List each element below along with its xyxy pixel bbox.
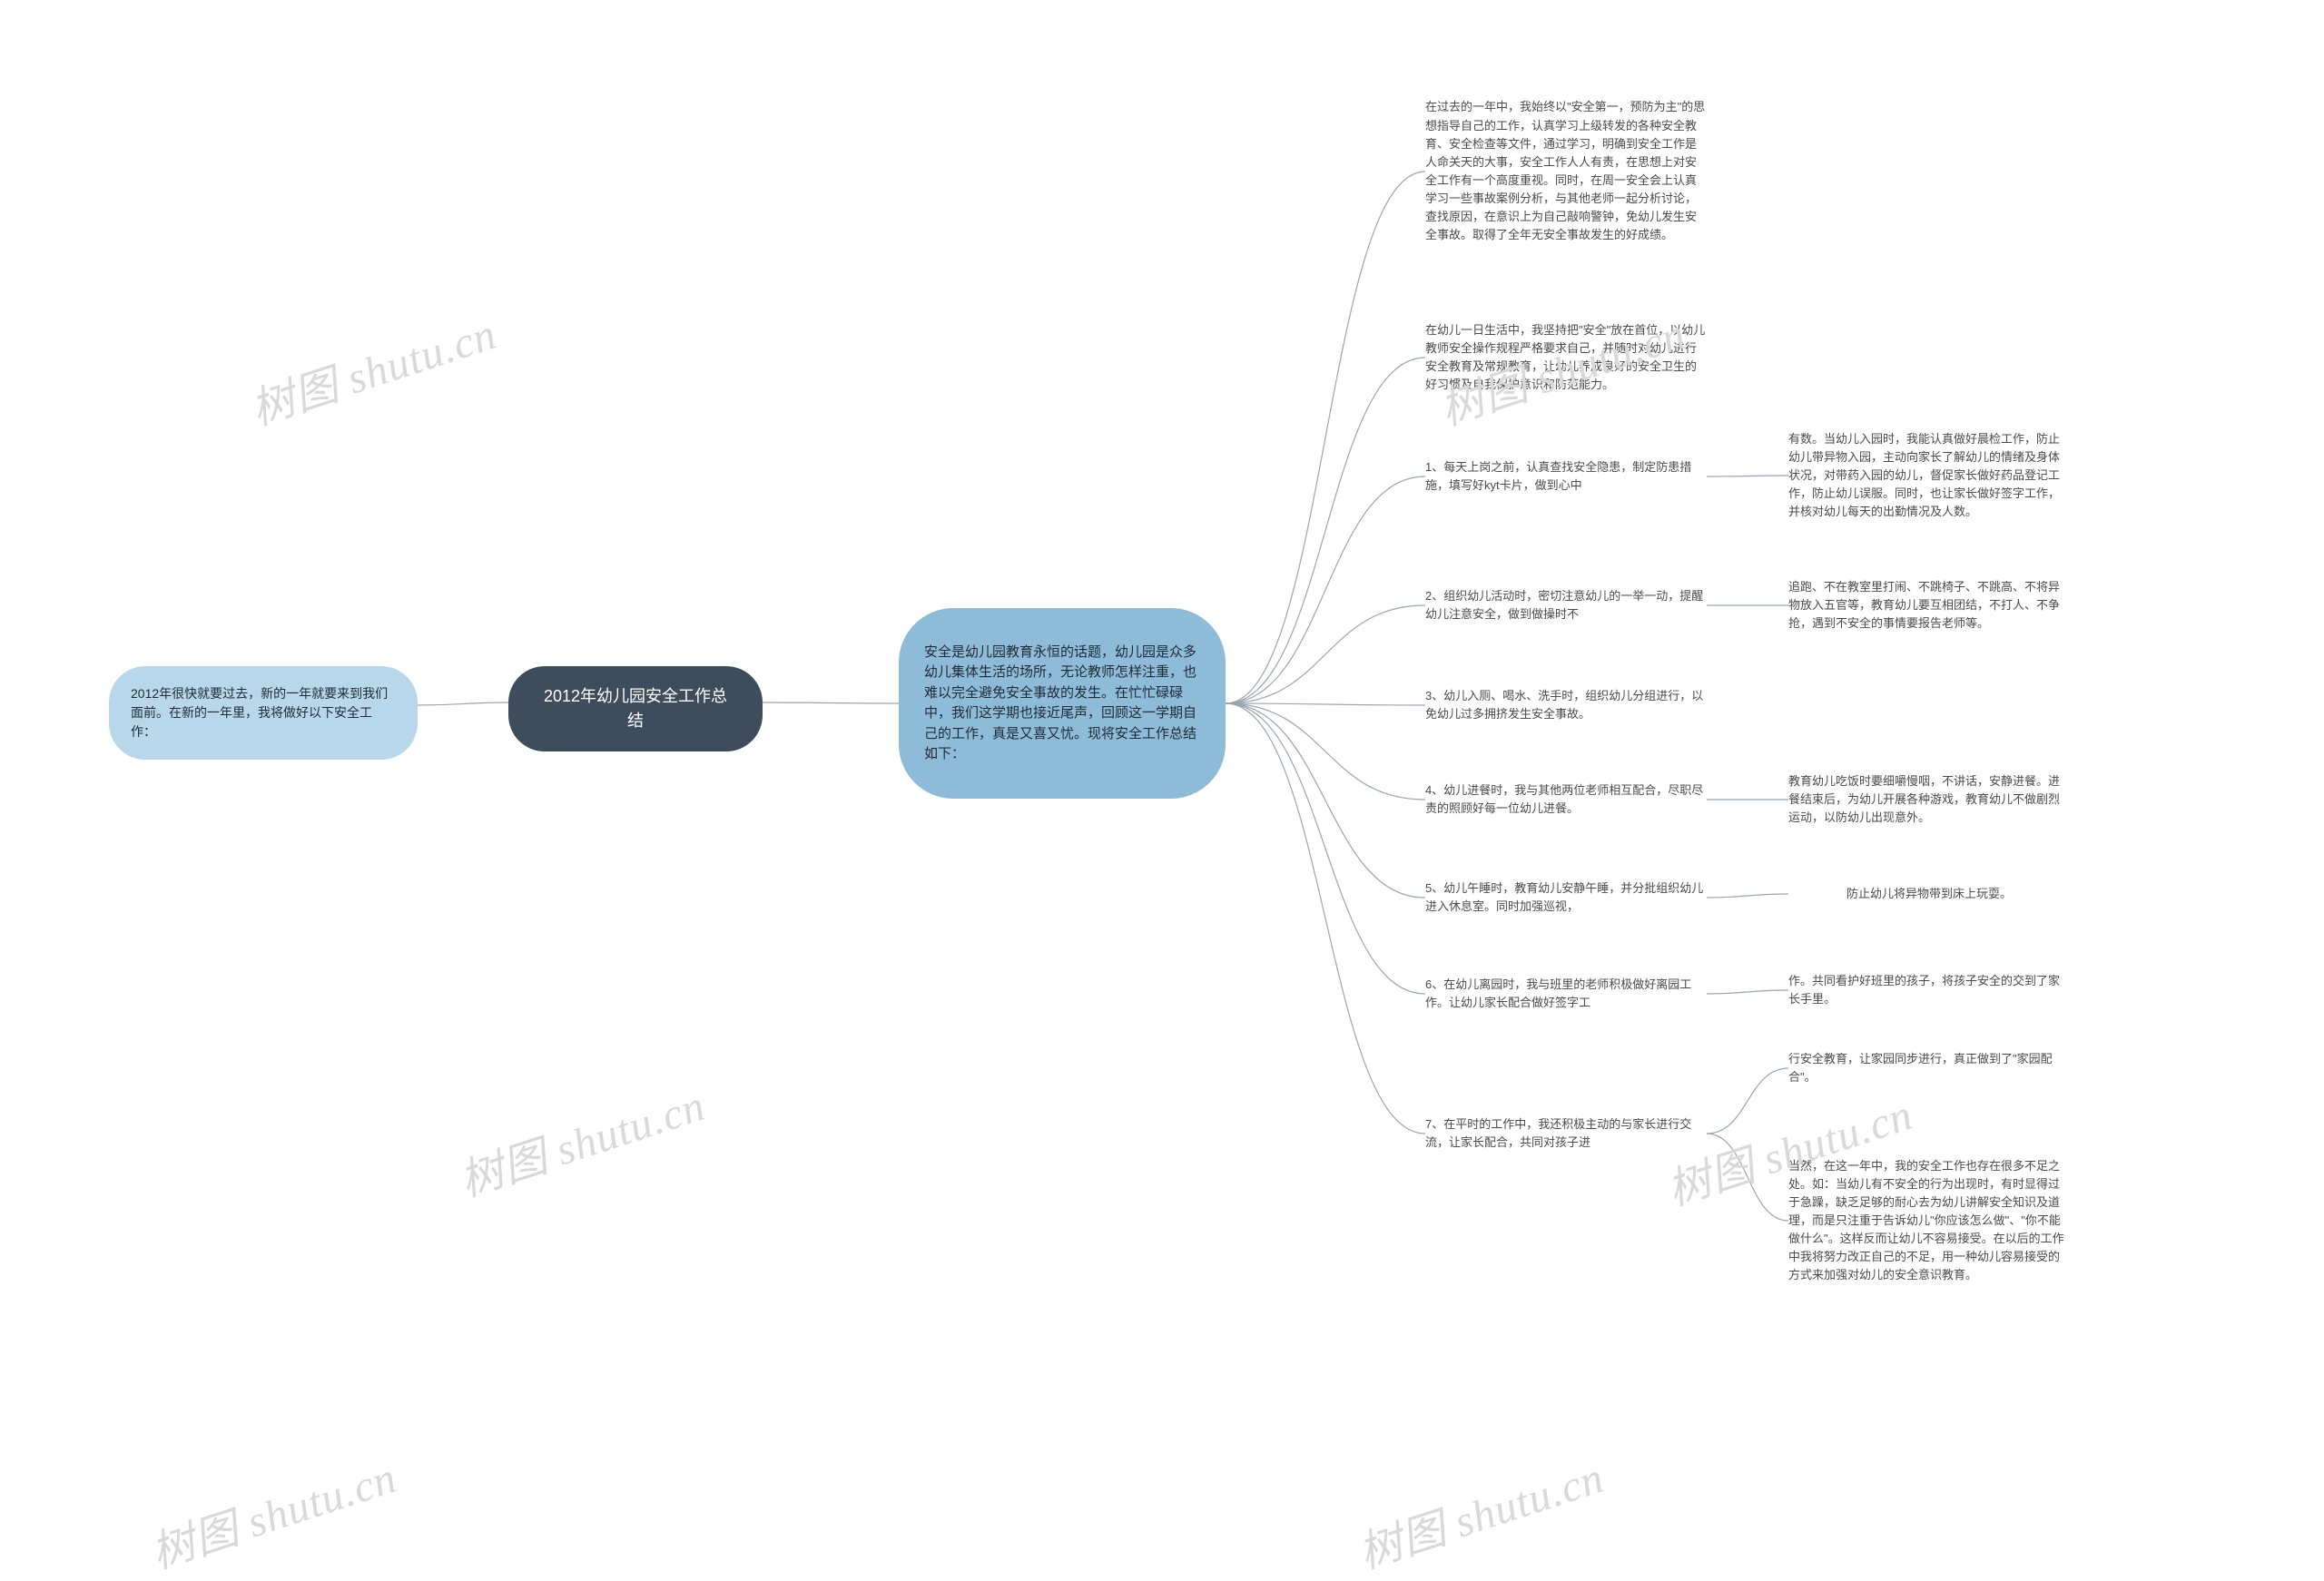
root-node: 2012年幼儿园安全工作总结 (508, 666, 763, 751)
level2-node: 4、幼儿进餐时，我与其他两位老师相互配合，尽职尽责的照顾好每一位幼儿进餐。 (1425, 775, 1707, 824)
level2-node: 5、幼儿午睡时，教育幼儿安静午睡，并分批组织幼儿进入休息室。同时加强巡视， (1425, 873, 1707, 922)
left-branch-node: 2012年很快就要过去，新的一年就要来到我们面前。在新的一年里，我将做好以下安全… (109, 666, 418, 760)
level2-node: 在过去的一年中，我始终以"安全第一，预防为主"的思想指导自己的工作，认真学习上级… (1425, 67, 1707, 276)
level2-node: 2、组织幼儿活动时，密切注意幼儿的一举一动，提醒幼儿注意安全，做到做操时不 (1425, 581, 1707, 630)
level2-text: 5、幼儿午睡时，教育幼儿安静午睡，并分批组织幼儿进入休息室。同时加强巡视， (1425, 879, 1707, 916)
level3-node: 作。共同看护好班里的孩子，将孩子安全的交到了家长手里。 (1788, 966, 2070, 1015)
level3-node: 追跑、不在教室里打闹、不跳椅子、不跳高、不将异物放入五官等，教育幼儿要互相团结，… (1788, 565, 2070, 646)
level3-text: 防止幼儿将异物带到床上玩耍。 (1846, 885, 2012, 903)
level2-node: 7、在平时的工作中，我还积极主动的与家长进行交流，让家长配合，共同对孩子进 (1425, 1109, 1707, 1158)
level2-text: 2、组织幼儿活动时，密切注意幼儿的一举一动，提醒幼儿注意安全，做到做操时不 (1425, 587, 1707, 624)
level2-text: 3、幼儿入厕、喝水、洗手时，组织幼儿分组进行，以免幼儿过多拥挤发生安全事故。 (1425, 687, 1707, 723)
level2-text: 在幼儿一日生活中，我坚持把"安全"放在首位，以幼儿教师安全操作规程严格要求自己，… (1425, 321, 1707, 395)
left-branch-text: 2012年很快就要过去，新的一年就要来到我们面前。在新的一年里，我将做好以下安全… (131, 684, 396, 741)
level2-node: 在幼儿一日生活中，我坚持把"安全"放在首位，以幼儿教师安全操作规程严格要求自己，… (1425, 303, 1707, 412)
level2-node: 3、幼儿入厕、喝水、洗手时，组织幼儿分组进行，以免幼儿过多拥挤发生安全事故。 (1425, 681, 1707, 730)
level3-text: 行安全教育，让家园同步进行，真正做到了"家园配合"。 (1788, 1050, 2070, 1086)
level3-text: 作。共同看护好班里的孩子，将孩子安全的交到了家长手里。 (1788, 972, 2070, 1008)
level3-text: 有数。当幼儿入园时，我能认真做好晨检工作，防止幼儿带异物入园，主动向家长了解幼儿… (1788, 430, 2070, 522)
right-branch-text: 安全是幼儿园教育永恒的话题，幼儿园是众多幼儿集体生活的场所，无论教师怎样注重，也… (924, 643, 1200, 765)
level3-node: 当然，在这一年中，我的安全工作也存在很多不足之处。如：当幼儿有不安全的行为出现时… (1788, 1125, 2070, 1316)
level3-node: 教育幼儿吃饭时要细嚼慢咽，不讲话，安静进餐。进餐结束后，为幼儿开展各种游戏，教育… (1788, 761, 2070, 839)
level2-text: 在过去的一年中，我始终以"安全第一，预防为主"的思想指导自己的工作，认真学习上级… (1425, 98, 1707, 244)
level2-text: 6、在幼儿离园时，我与班里的老师积极做好离园工作。让幼儿家长配合做好签字工 (1425, 976, 1707, 1012)
level3-node: 防止幼儿将异物带到床上玩耍。 (1788, 880, 2070, 908)
level2-text: 4、幼儿进餐时，我与其他两位老师相互配合，尽职尽责的照顾好每一位幼儿进餐。 (1425, 781, 1707, 818)
root-text: 2012年幼儿园安全工作总结 (536, 684, 735, 733)
level3-node: 行安全教育，让家园同步进行，真正做到了"家园配合"。 (1788, 1044, 2070, 1093)
right-branch-node: 安全是幼儿园教育永恒的话题，幼儿园是众多幼儿集体生活的场所，无论教师怎样注重，也… (899, 608, 1226, 799)
level2-node: 6、在幼儿离园时，我与班里的老师积极做好离园工作。让幼儿家长配合做好签字工 (1425, 969, 1707, 1018)
level2-text: 1、每天上岗之前，认真查找安全隐患，制定防患措施，填写好kyt卡片，做到心中 (1425, 458, 1707, 495)
level3-node: 有数。当幼儿入园时，我能认真做好晨检工作，防止幼儿带异物入园，主动向家长了解幼儿… (1788, 412, 2070, 539)
level2-node: 1、每天上岗之前，认真查找安全隐患，制定防患措施，填写好kyt卡片，做到心中 (1425, 452, 1707, 501)
level3-text: 追跑、不在教室里打闹、不跳椅子、不跳高、不将异物放入五官等，教育幼儿要互相团结，… (1788, 578, 2070, 633)
level2-text: 7、在平时的工作中，我还积极主动的与家长进行交流，让家长配合，共同对孩子进 (1425, 1115, 1707, 1152)
level3-text: 当然，在这一年中，我的安全工作也存在很多不足之处。如：当幼儿有不安全的行为出现时… (1788, 1157, 2070, 1285)
level3-text: 教育幼儿吃饭时要细嚼慢咽，不讲话，安静进餐。进餐结束后，为幼儿开展各种游戏，教育… (1788, 772, 2070, 827)
